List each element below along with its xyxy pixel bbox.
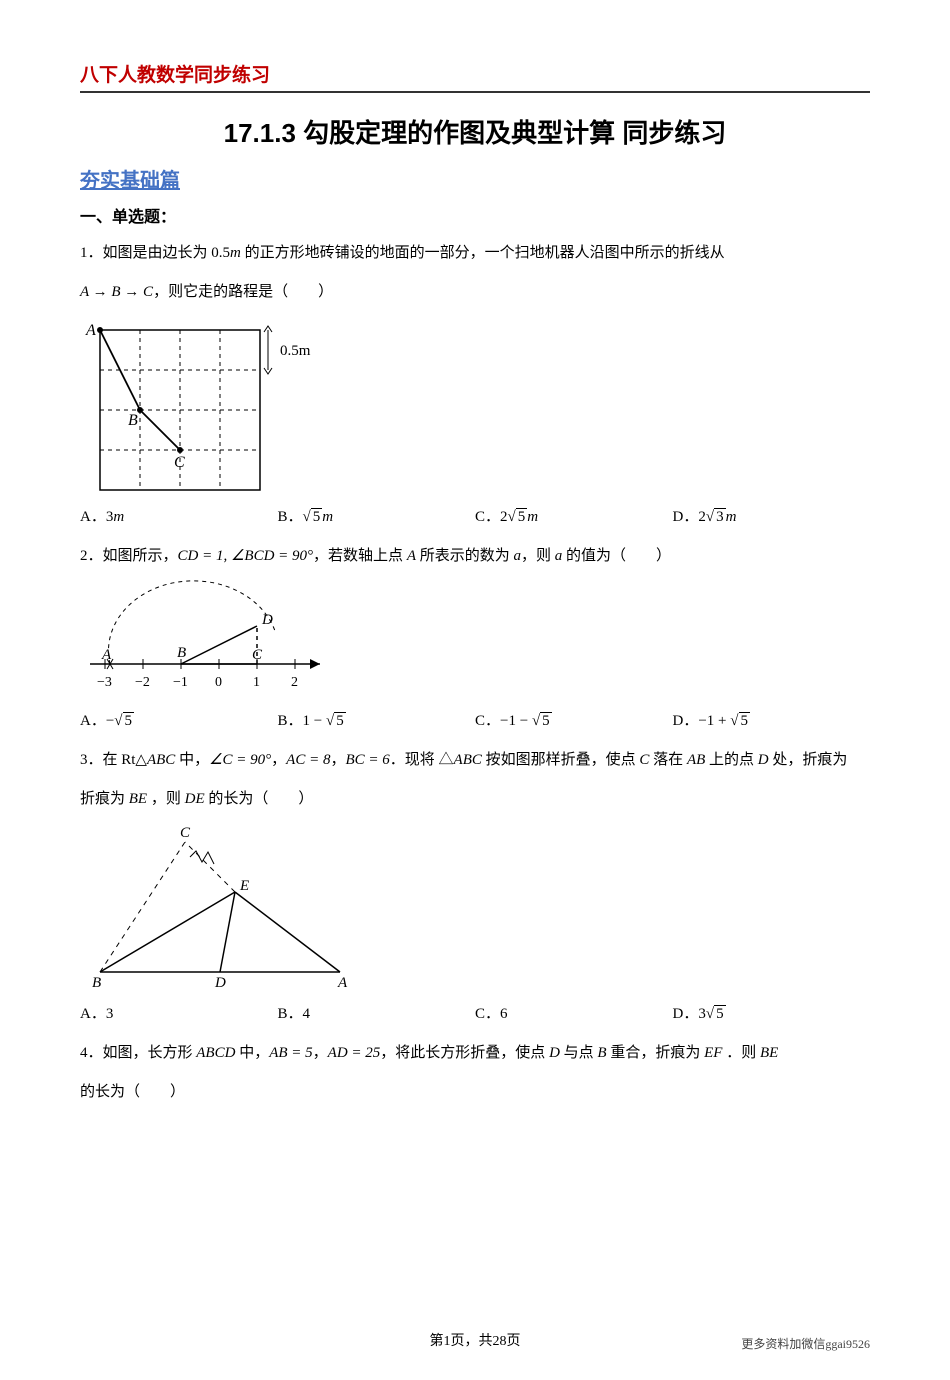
q4-ad: AD = 25 <box>328 1045 381 1061</box>
question-1: 1．如图是由边长为 0.5m 的正方形地砖铺设的地面的一部分，一个扫地机器人沿图… <box>80 237 870 270</box>
q3-opt-b: B．4 <box>278 1002 476 1023</box>
q2-cond: CD = 1, ∠BCD = 90° <box>178 548 314 564</box>
q3-d: D <box>758 752 769 768</box>
question-3: 3．在 Rt△ABC 中，∠C = 90°，AC = 8，BC = 6．现将 △… <box>80 744 870 777</box>
question-1b: A → B → C，则它走的路程是（ ） <box>80 276 870 309</box>
svg-text:C: C <box>252 647 263 663</box>
q1-opt-b: B．5m <box>278 505 476 526</box>
svg-text:C: C <box>180 825 191 841</box>
q1-opt-c: C．25m <box>475 505 673 526</box>
question-4b: 的长为（ ） <box>80 1076 870 1109</box>
q4-abcd: ABCD <box>196 1045 235 1061</box>
q4-m5: 重合，折痕为 <box>607 1045 705 1061</box>
q3-p: 3．在 Rt△ <box>80 752 147 768</box>
q1-text-1: 1．如图是由边长为 0.5 <box>80 245 230 261</box>
q2-options: A．−5 B．1 − 5 C．−1 − 5 D．−1 + 5 <box>80 709 870 730</box>
q1-diagram: A B C 0.5m <box>80 315 330 495</box>
q1-opt-d: D．23m <box>673 505 871 526</box>
q4-ef: EF <box>704 1045 722 1061</box>
q2-opt-b: B．1 − 5 <box>278 709 476 730</box>
page-title: 17.1.3 勾股定理的作图及典型计算 同步练习 <box>80 113 870 150</box>
q2-opt-d: D．−1 + 5 <box>673 709 871 730</box>
svg-text:1: 1 <box>253 675 260 690</box>
q3-opt-a: A．3 <box>80 1002 278 1023</box>
q1-tail: ，则它走的路程是（ ） <box>153 284 333 300</box>
q3-abc2: ABC <box>454 752 482 768</box>
svg-text:−3: −3 <box>97 675 112 690</box>
svg-text:A: A <box>85 322 96 339</box>
q3-m1: 中， <box>175 752 209 768</box>
q3-abc: ABC <box>147 752 175 768</box>
svg-text:B: B <box>128 412 138 429</box>
q4-tail: 的长为（ ） <box>80 1084 185 1100</box>
question-4: 4．如图，长方形 ABCD 中，AB = 5，AD = 25，将此长方形折叠，使… <box>80 1037 870 1070</box>
svg-text:−1: −1 <box>173 675 188 690</box>
svg-text:D: D <box>214 975 226 991</box>
q3-diagram: B D A E C <box>80 822 360 992</box>
q4-m2: ， <box>313 1045 328 1061</box>
q3-be: BE <box>129 791 147 807</box>
q2-diagram: −3 −2 −1 0 1 2 A B C D <box>80 579 340 699</box>
q2-m2: 所表示的数为 <box>416 548 514 564</box>
q2-tail: 的值为（ ） <box>562 548 671 564</box>
q3-c: C <box>639 752 649 768</box>
svg-text:B: B <box>177 645 186 661</box>
question-2: 2．如图所示，CD = 1, ∠BCD = 90°，若数轴上点 A 所表示的数为… <box>80 540 870 573</box>
q1-unit: m <box>230 245 241 261</box>
svg-text:E: E <box>239 878 249 894</box>
q3-ab: AB <box>687 752 705 768</box>
q4-m1: 中， <box>235 1045 269 1061</box>
q3-options: A．3 B．4 C．6 D．35 <box>80 1002 870 1023</box>
svg-text:0: 0 <box>215 675 222 690</box>
q4-be: BE <box>760 1045 778 1061</box>
doc-header: 八下人教数学同步练习 <box>80 60 870 93</box>
q3-opt-d: D．35 <box>673 1002 871 1023</box>
q2-opt-c: C．−1 − 5 <box>475 709 673 730</box>
q3-m6: 落在 <box>649 752 687 768</box>
q4-ab: AB = 5 <box>269 1045 312 1061</box>
q4-b: B <box>597 1045 606 1061</box>
q4-m4: 与点 <box>560 1045 598 1061</box>
q3-ang: ∠C = 90° <box>209 752 271 768</box>
question-3b: 折痕为 BE ，则 DE 的长为（ ） <box>80 783 870 816</box>
q1-path: A → B → C <box>80 284 153 300</box>
q2-a: a <box>514 548 522 564</box>
q4-m6: ．则 <box>722 1045 760 1061</box>
q2-A: A <box>407 548 416 564</box>
q4-m3: ，将此长方形折叠，使点 <box>380 1045 549 1061</box>
subheader: 夯实基础篇 <box>80 164 870 193</box>
q3-ac: AC = 8 <box>286 752 330 768</box>
svg-text:A: A <box>337 975 348 991</box>
q1-opt-a: A．3m <box>80 505 278 526</box>
q2-m1: ，若数轴上点 <box>313 548 407 564</box>
page: 八下人教数学同步练习 17.1.3 勾股定理的作图及典型计算 同步练习 夯实基础… <box>0 0 950 1380</box>
section-label: 一、单选题： <box>80 203 870 227</box>
q4-d: D <box>549 1045 560 1061</box>
q3-m4: ．现将 △ <box>390 752 454 768</box>
q3-tail: 的长为（ ） <box>205 791 314 807</box>
q4-p: 4．如图，长方形 <box>80 1045 196 1061</box>
q3-opt-c: C．6 <box>475 1002 673 1023</box>
svg-text:C: C <box>174 454 185 471</box>
q3-m7: 上的点 <box>705 752 758 768</box>
q3-m3: ， <box>330 752 345 768</box>
svg-text:D: D <box>261 612 273 628</box>
svg-text:2: 2 <box>291 675 298 690</box>
q1-text-2: 的正方形地砖铺设的地面的一部分，一个扫地机器人沿图中所示的折线从 <box>241 245 725 261</box>
svg-text:0.5m: 0.5m <box>280 343 311 359</box>
q2-p1: 2．如图所示， <box>80 548 178 564</box>
q3-bc: BC = 6 <box>345 752 389 768</box>
q2-m3: ，则 <box>521 548 555 564</box>
q3-m8: 处，折痕为 <box>769 752 848 768</box>
q3-m9: ，则 <box>147 791 185 807</box>
q3-m2: ， <box>271 752 286 768</box>
svg-text:−2: −2 <box>135 675 150 690</box>
q2-opt-a: A．−5 <box>80 709 278 730</box>
q1-options: A．3m B．5m C．25m D．23m <box>80 505 870 526</box>
svg-text:B: B <box>92 975 101 991</box>
svg-text:A: A <box>101 647 112 663</box>
q3-m5: 按如图那样折叠，使点 <box>482 752 640 768</box>
q3-de: DE <box>185 791 205 807</box>
